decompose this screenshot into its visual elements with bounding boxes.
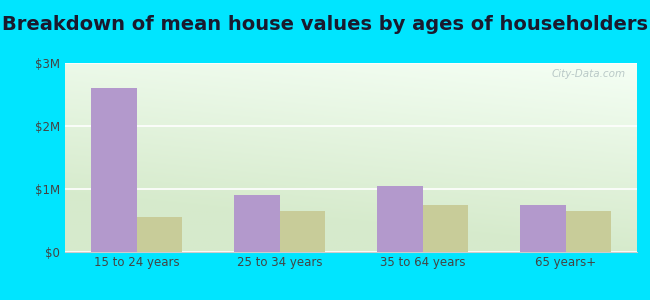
Bar xyxy=(280,211,325,252)
Bar xyxy=(422,205,468,252)
Bar xyxy=(377,186,423,252)
Bar xyxy=(566,211,611,252)
Bar xyxy=(136,217,182,252)
Bar xyxy=(234,195,280,252)
Bar xyxy=(520,205,566,252)
Text: Breakdown of mean house values by ages of householders: Breakdown of mean house values by ages o… xyxy=(2,15,648,34)
Text: City-Data.com: City-Data.com xyxy=(551,69,625,79)
Bar xyxy=(91,88,136,252)
